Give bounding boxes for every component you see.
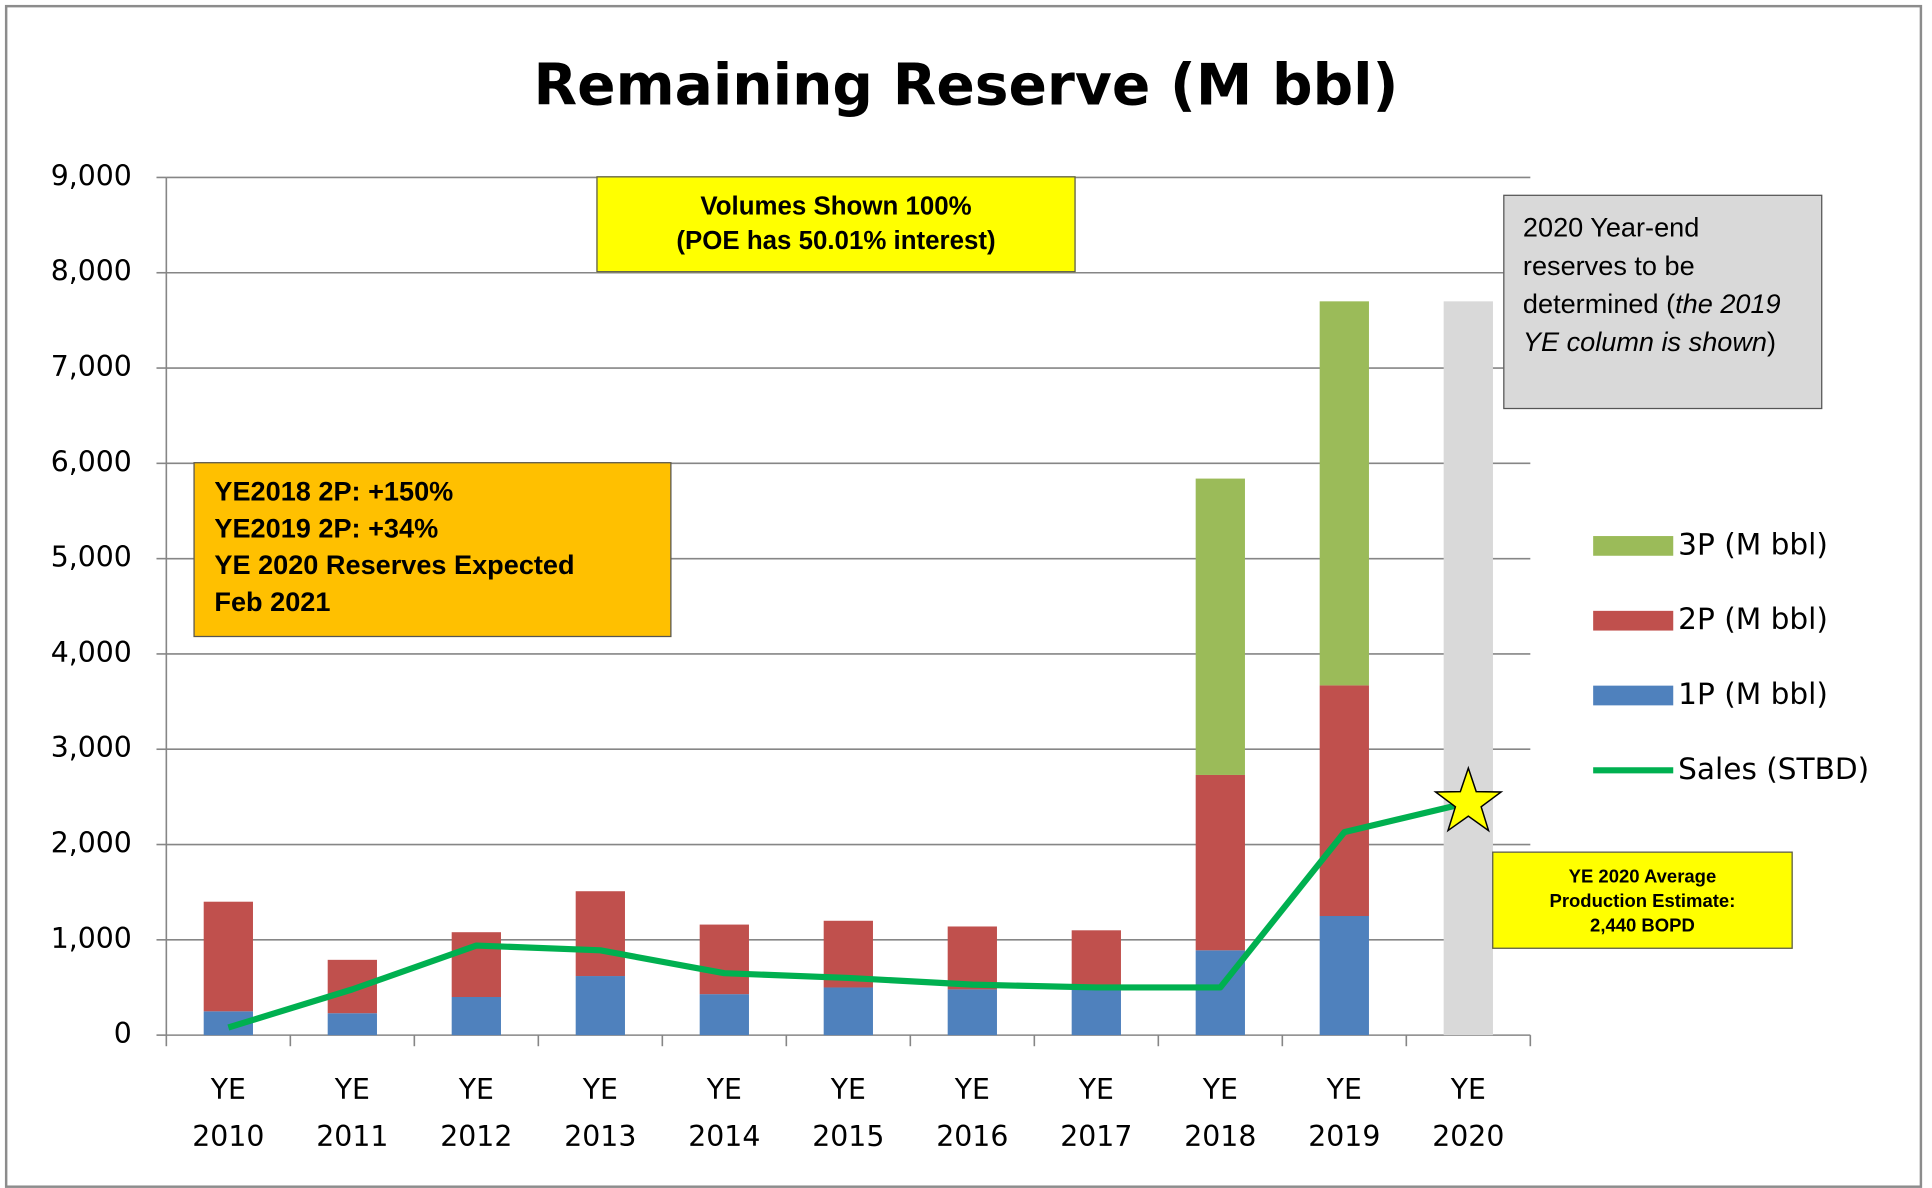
- bar: [575, 976, 625, 1036]
- y-tick-label: 6,000: [51, 445, 132, 478]
- bar: [947, 926, 997, 990]
- legend-swatch: [1593, 685, 1674, 706]
- bar: [327, 1013, 377, 1036]
- x-tick-label: YE 2012: [440, 1074, 513, 1154]
- legend-label: 3P (M bbl): [1678, 527, 1828, 561]
- annotation-line: YE2018 2P: +150%: [214, 475, 454, 507]
- placeholder-bar: [1443, 301, 1493, 1036]
- bar: [1319, 301, 1369, 686]
- legend-swatch: [1593, 536, 1674, 556]
- y-tick-label: 5,000: [51, 541, 132, 574]
- annotation-line: YE 2020 Reserves Expected: [214, 549, 575, 581]
- bar: [451, 997, 501, 1036]
- legend-label: 1P (M bbl): [1678, 677, 1828, 711]
- annotation-line: Feb 2021: [214, 586, 331, 618]
- annotation-line: Volumes Shown 100%: [700, 192, 972, 221]
- y-tick-label: 0: [114, 1017, 132, 1050]
- x-tick-label: YE 2019: [1308, 1074, 1381, 1154]
- x-tick-label: YE 2011: [316, 1074, 389, 1154]
- x-tick-label: YE 2020: [1432, 1074, 1505, 1154]
- annotation: YE 2020 Average Production Estimate: 2,440…: [1492, 851, 1793, 949]
- x-tick-label: YE 2013: [564, 1074, 637, 1154]
- bar: [699, 994, 749, 1036]
- y-tick-label: 9,000: [51, 159, 132, 192]
- x-tick-label: YE 2014: [688, 1074, 761, 1154]
- bar: [203, 901, 253, 1012]
- y-tick-label: 4,000: [51, 636, 132, 669]
- bar: [1071, 930, 1121, 990]
- bar: [1195, 774, 1245, 951]
- annotation-line: YE2019 2P: +34%: [214, 512, 439, 544]
- chart-title: Remaining Reserve (M bbl): [534, 52, 1399, 118]
- y-tick-label: 8,000: [51, 255, 132, 288]
- bar: [1319, 916, 1369, 1036]
- annotation: Volumes Shown 100% (POE has 50.01% intere…: [596, 176, 1076, 273]
- annotation-line: YE 2020 Average: [1568, 866, 1717, 888]
- bar: [575, 891, 625, 977]
- y-tick-label: 7,000: [51, 350, 132, 383]
- annotation-line: Production Estimate:: [1549, 890, 1736, 912]
- annotation-line: 2,440 BOPD: [1590, 915, 1695, 937]
- bar: [451, 932, 501, 998]
- star-marker: [1433, 765, 1504, 833]
- y-tick-label: 1,000: [51, 922, 132, 955]
- annotation-line: (POE has 50.01% interest): [676, 226, 996, 256]
- annotation-text: ): [1767, 326, 1777, 358]
- bar: [1195, 478, 1245, 775]
- bar: [699, 924, 749, 995]
- annotation-text: the 2019 YE column is shown: [1522, 288, 1781, 358]
- bar: [947, 989, 997, 1036]
- bar: [823, 987, 873, 1036]
- x-tick-label: YE 2010: [192, 1074, 265, 1154]
- bar: [203, 1011, 253, 1036]
- x-tick-label: YE 2018: [1184, 1074, 1257, 1154]
- legend-label: 2P (M bbl): [1678, 602, 1828, 636]
- annotation: YE2018 2P: +150% YE2019 2P: +34% YE 2020 R…: [193, 462, 672, 638]
- bar: [1071, 989, 1121, 1036]
- y-tick-label: 3,000: [51, 731, 132, 764]
- bar: [1319, 685, 1369, 917]
- x-tick-label: YE 2016: [936, 1074, 1009, 1154]
- line: [227, 799, 1470, 1031]
- annotation-text: 2020 Year-end reserves to be determined …: [1522, 211, 1700, 320]
- annotation: 2020 Year-end reserves to be determined …: [1503, 194, 1823, 410]
- legend-label: Sales (STBD): [1678, 752, 1869, 786]
- legend-swatch: [1593, 610, 1674, 631]
- y-tick-label: 2,000: [51, 827, 132, 860]
- x-tick-label: YE 2017: [1060, 1074, 1133, 1154]
- x-tick-label: YE 2015: [812, 1074, 885, 1154]
